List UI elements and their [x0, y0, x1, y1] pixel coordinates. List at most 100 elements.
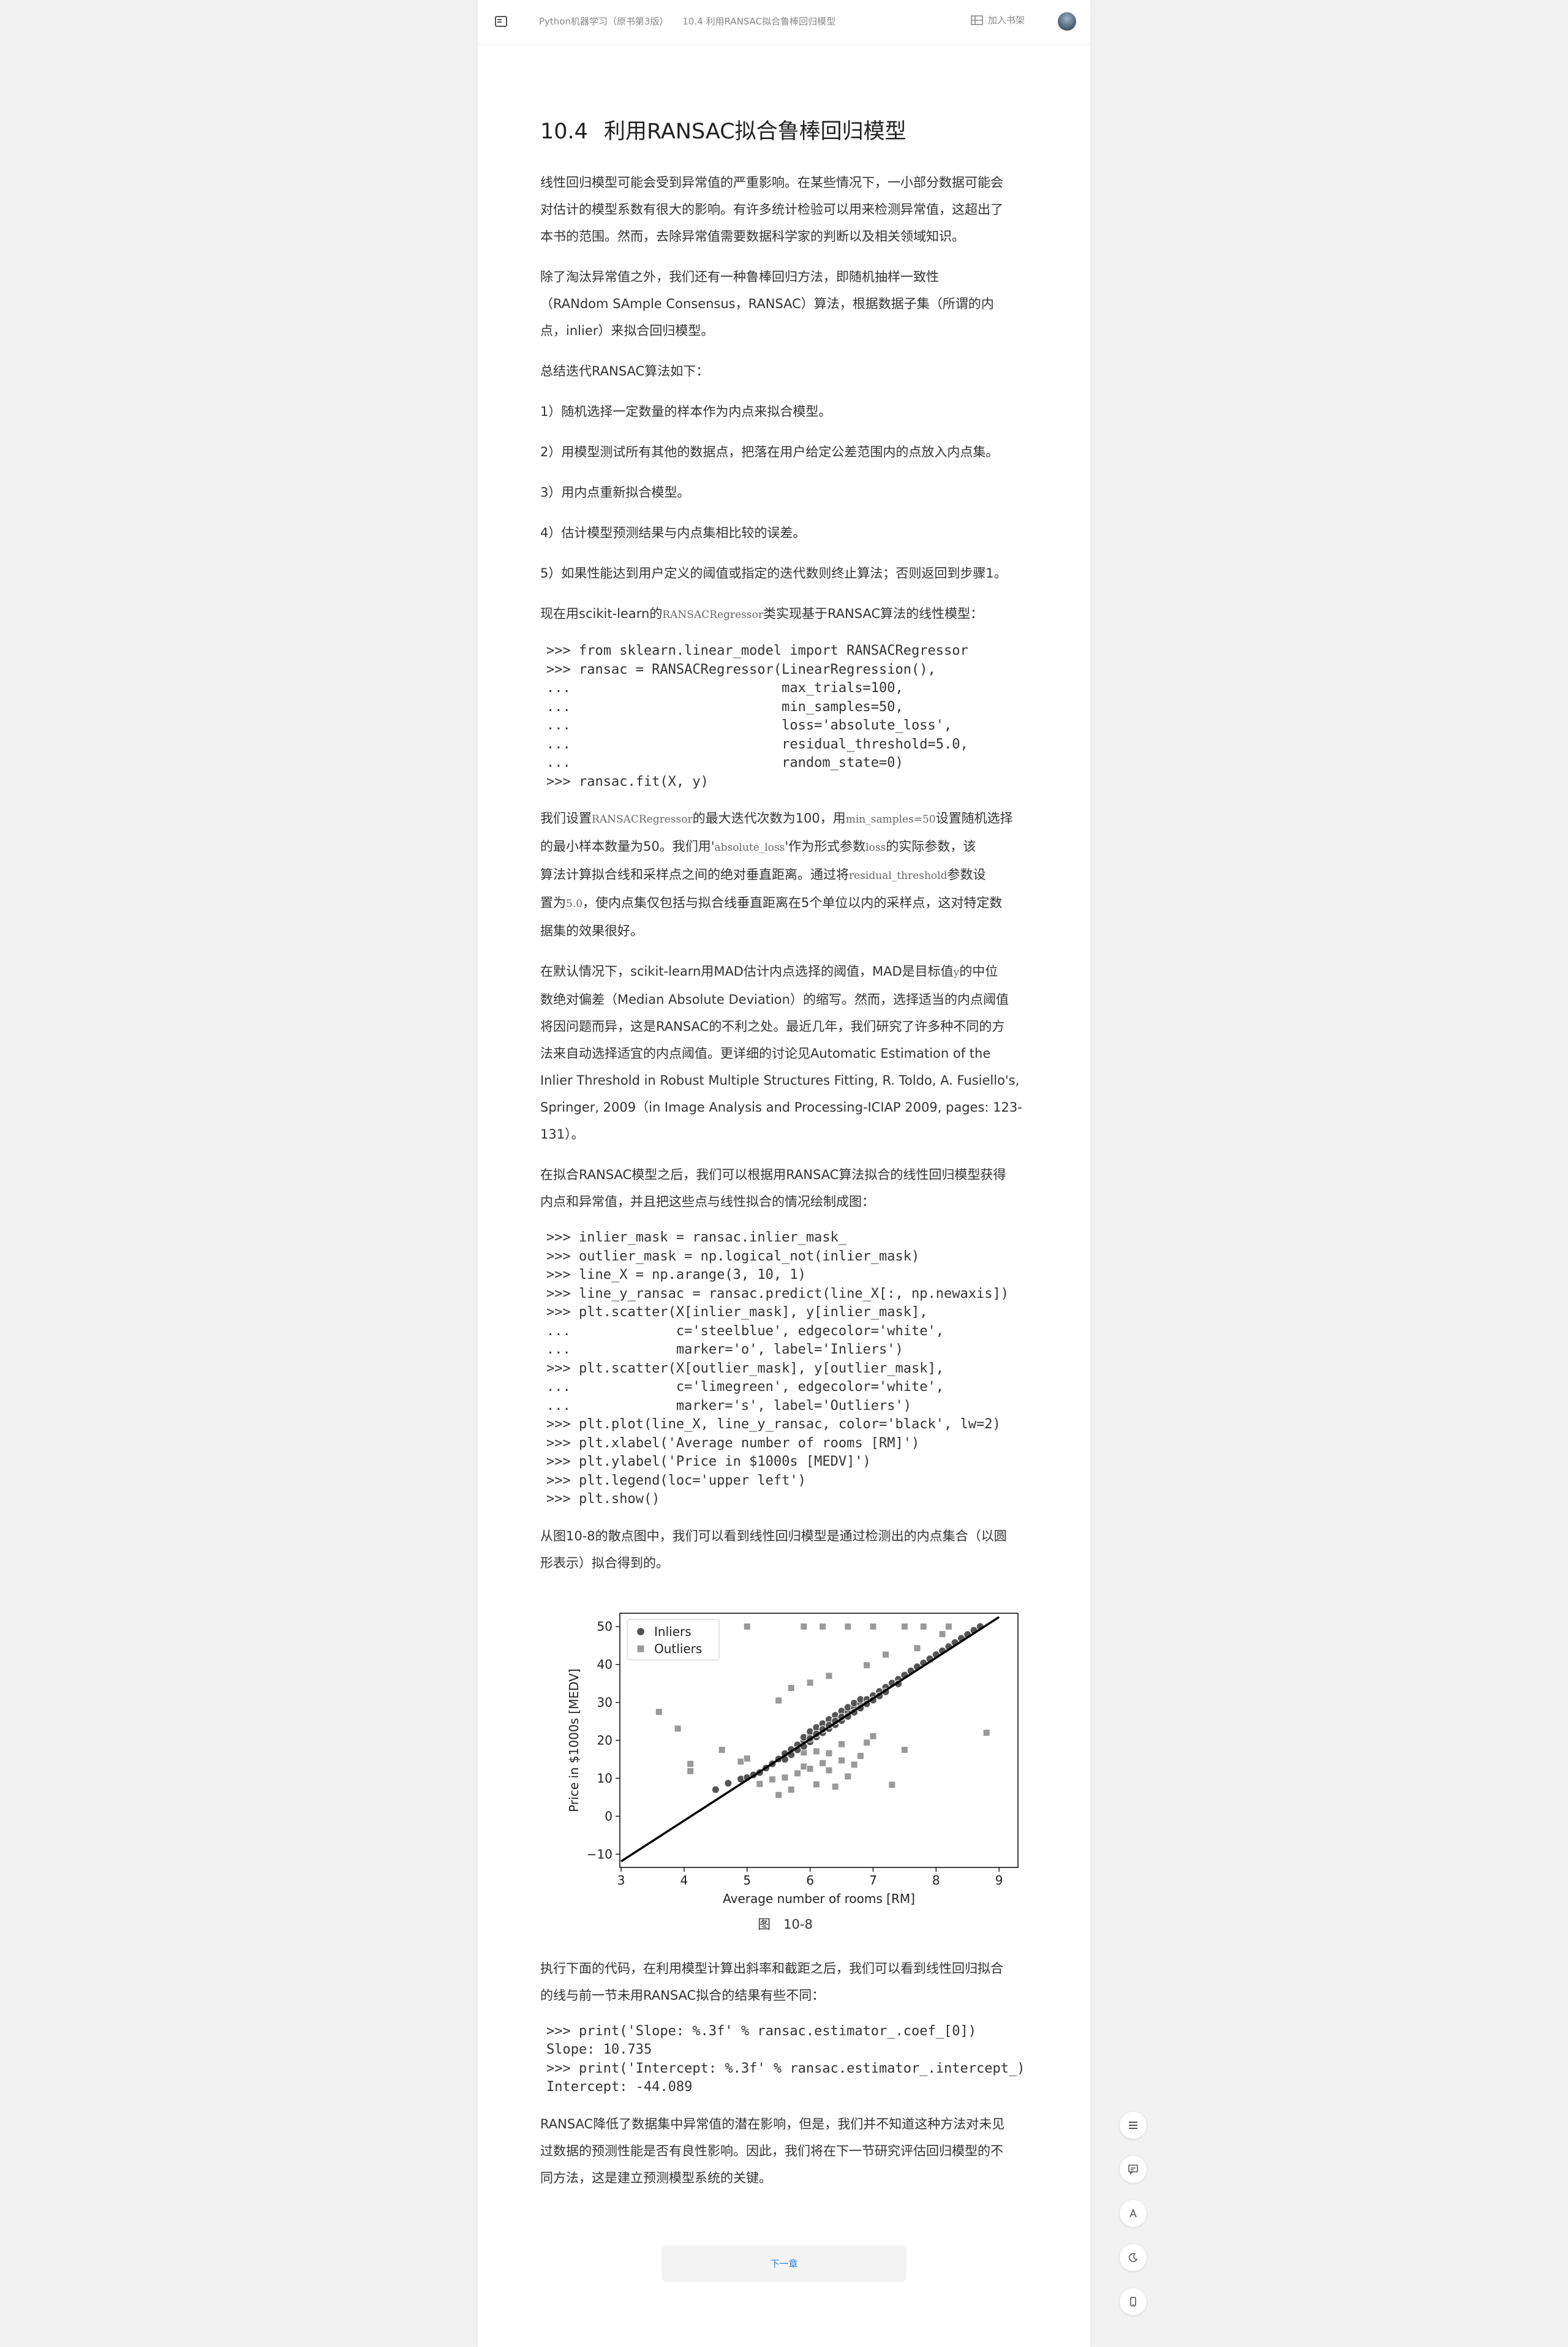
text-line: Springer, 2009（in Image Analysis and Pro… [540, 1100, 1022, 1115]
text-line: 在拟合RANSAC模型之后，我们可以根据用RANSAC算法拟合的线性回归模型获得 [540, 1167, 1006, 1182]
outlier-point [787, 1785, 795, 1793]
inline-code: residual_threshold [849, 870, 948, 882]
code-line: ... loss='absolute_loss', [546, 718, 952, 733]
y-tick-label: 30 [597, 1695, 612, 1709]
inline-code: min_samples=50 [845, 813, 936, 826]
breadcrumb-book[interactable]: Python机器学习（原书第3版） [539, 16, 669, 27]
y-tick-label: 10 [597, 1771, 612, 1785]
x-tick-label: 6 [806, 1873, 814, 1888]
code-line: >>> outlier_mask = np.logical_not(inlier… [546, 1248, 920, 1264]
code-line: >>> plt.scatter(X[inlier_mask], y[inlier… [546, 1305, 928, 1320]
top-bar: Python机器学习（原书第3版） 10.4 利用RANSAC拟合鲁棒回归模型 … [478, 0, 1090, 45]
outlier-point [674, 1724, 682, 1732]
code-line: >>> plt.xlabel('Average number of rooms … [546, 1435, 920, 1451]
text-line: 过数据的预测性能是否有良性影响。因此，我们将在下一节研究评估回归模型的不 [540, 2143, 1003, 2158]
outlier-point [831, 1782, 839, 1790]
code-line: ... random_state=0) [546, 755, 903, 770]
code-line: Intercept: -44.089 [546, 2079, 693, 2095]
font-size-icon [1129, 2208, 1137, 2218]
outlier-point [825, 1749, 833, 1757]
code-line: ... max_trials=100, [546, 680, 903, 696]
breadcrumb: Python机器学习（原书第3版） 10.4 利用RANSAC拟合鲁棒回归模型 [539, 15, 846, 28]
comment-icon [1128, 2164, 1138, 2175]
code-line: ... c='limegreen', edgecolor='white', [546, 1379, 944, 1395]
text-line: 的最小样本数量为50。我们用'absolute_loss'作为形式参数loss的… [540, 833, 1030, 861]
text-line: 点，inlier）来拟合回归模型。 [540, 323, 714, 338]
book-catalog-icon[interactable] [495, 16, 507, 27]
x-tick-label: 8 [932, 1873, 940, 1888]
paragraph-8: 从图10-8的散点图中，我们可以看到线性回归模型是通过检测出的内点集合（以圆 形… [540, 1523, 1030, 1577]
inline-code: RANSACRegressor [592, 813, 693, 826]
code-line: >>> inlier_mask = ransac.inlier_mask_ [546, 1230, 847, 1245]
code-line: >>> ransac.fit(X, y) [546, 774, 709, 789]
inline-code: y [953, 966, 960, 979]
legend-outliers-label: Outliers [654, 1641, 702, 1656]
outlier-point [718, 1746, 726, 1754]
paragraph-1: 线性回归模型可能会受到异常值的严重影响。在某些情况下，一小部分数据可能会 对估计… [540, 169, 1030, 250]
y-tick-label: 20 [597, 1733, 612, 1747]
chapter-content: 10.4 利用RANSAC拟合鲁棒回归模型 线性回归模型可能会受到异常值的严重影响… [540, 110, 1030, 2191]
text-span: 的最小样本数量为50。我们用' [540, 839, 715, 854]
code-line: >>> plt.ylabel('Price in $1000s [MEDV]') [546, 1454, 871, 1469]
text-span: 设置随机选择 [935, 811, 1013, 826]
text-span: 我们设置 [540, 811, 592, 826]
outlier-point [938, 1630, 946, 1638]
dark-mode-button[interactable] [1120, 2244, 1147, 2271]
text-line: 同方法，这是建立预测模型系统的关键。 [540, 2170, 772, 2185]
y-tick-label: −10 [587, 1847, 612, 1861]
outlier-point [743, 1622, 751, 1630]
text-span: 的最大迭代次数为100，用 [692, 811, 846, 826]
outlier-point [856, 1752, 864, 1760]
inline-code: loss [865, 842, 886, 854]
y-tick-label: 50 [597, 1619, 612, 1633]
text-line: 从图10-8的散点图中，我们可以看到线性回归模型是通过检测出的内点集合（以圆 [540, 1528, 1007, 1543]
list-icon [1129, 2122, 1137, 2129]
outlier-point [913, 1644, 921, 1652]
notes-button[interactable] [1120, 2156, 1147, 2183]
inline-code: RANSACRegressor [662, 609, 763, 621]
outlier-point [900, 1622, 908, 1630]
outlier-point [655, 1708, 663, 1716]
outlier-point [900, 1746, 908, 1754]
outlier-point [781, 1773, 789, 1781]
add-to-shelf-button[interactable]: 加入书架 [971, 13, 1025, 26]
outlier-point [825, 1766, 833, 1774]
next-chapter-button[interactable]: 下一章 [662, 2245, 907, 2282]
section-title-text: 利用RANSAC拟合鲁棒回归模型 [603, 119, 907, 144]
text-line: 在默认情况下，scikit-learn用MAD估计内点选择的阈值，MAD是目标值… [540, 958, 1030, 986]
mobile-reading-button[interactable] [1120, 2288, 1147, 2315]
section-title: 10.4 利用RANSAC拟合鲁棒回归模型 [540, 110, 1030, 153]
figure-10-8: 3 4 5 6 7 8 9 −10 0 10 20 30 40 50 Average number of r… [540, 1595, 1030, 1938]
x-tick-label: 7 [869, 1873, 877, 1888]
code-line: ... marker='o', label='Inliers') [546, 1342, 903, 1357]
text-line: 据集的效果很好。 [540, 924, 643, 938]
step-5: 5）如果性能达到用户定义的阈值或指定的迭代数则终止算法；否则返回到步骤1。 [540, 566, 1007, 581]
outlier-point [812, 1747, 820, 1755]
legend-box [627, 1619, 720, 1660]
font-settings-button[interactable] [1120, 2200, 1147, 2227]
code-line: ... min_samples=50, [546, 699, 903, 715]
avatar[interactable] [1058, 12, 1076, 31]
text-line: 数绝对偏差（Median Absolute Deviation）的缩写。然而，选… [540, 992, 1009, 1007]
y-tick-label: 0 [605, 1809, 612, 1823]
code-line: >>> print('Intercept: %.3f' % ransac.est… [546, 2060, 1025, 2076]
code-line: >>> plt.scatter(X[outlier_mask], y[outli… [546, 1360, 944, 1376]
x-tick-label: 9 [995, 1873, 1003, 1888]
outlier-point [869, 1732, 877, 1740]
outlier-point [819, 1759, 827, 1767]
outlier-point [756, 1780, 764, 1788]
text-line: 形表示）拟合得到的。 [540, 1555, 669, 1570]
table-of-contents-button[interactable] [1120, 2112, 1147, 2139]
text-line: 置为5.0，使内点集仅包括与拟合线垂直距离在5个单位以内的采样点，这对特定数 [540, 889, 1030, 917]
text-span: ，使内点集仅包括与拟合线垂直距离在5个单位以内的采样点，这对特定数 [582, 895, 1003, 910]
paragraph-6: 在默认情况下，scikit-learn用MAD估计内点选择的阈值，MAD是目标值… [540, 958, 1030, 1148]
text-span: 现在用scikit-learn的 [540, 606, 663, 621]
bookshelf-icon [971, 15, 983, 25]
text-line: 线性回归模型可能会受到异常值的严重影响。在某些情况下，一小部分数据可能会 [540, 175, 1003, 190]
outlier-point [819, 1622, 827, 1630]
outlier-point [888, 1780, 896, 1788]
code-line: >>> print('Slope: %.3f' % ransac.estimat… [546, 2023, 976, 2039]
outlier-point [838, 1756, 846, 1764]
text-line: （RANdom SAmple Consensus，RANSAC）算法，根据数据子… [540, 296, 994, 311]
outlier-point [743, 1754, 751, 1762]
